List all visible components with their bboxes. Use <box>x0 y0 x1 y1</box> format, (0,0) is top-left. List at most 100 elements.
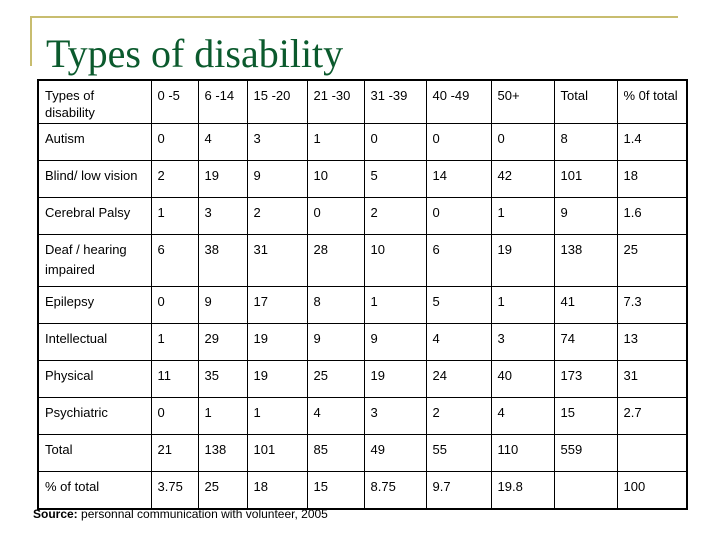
table-cell: 0 <box>363 123 427 161</box>
table-cell: 101 <box>246 434 308 472</box>
row-label-cell: % of total <box>37 471 152 510</box>
table-row: Autism 0 4 3 1 0 0 0 8 1.4 <box>37 123 688 161</box>
row-label-cell: Deaf / hearing impaired <box>37 234 152 287</box>
table-cell: 9 <box>246 160 308 198</box>
table-cell: 42 <box>490 160 555 198</box>
table-cell: 11 <box>150 360 199 398</box>
table-row: Intellectual 1 29 19 9 9 4 3 74 13 <box>37 323 688 361</box>
table-cell: 19 <box>246 360 308 398</box>
table-cell: 21 <box>150 434 199 472</box>
table-cell: 0 <box>150 397 199 435</box>
table-cell: 25 <box>197 471 248 510</box>
table-cell: 19.8 <box>490 471 555 510</box>
table-cell: 18 <box>246 471 308 510</box>
table-cell: 1 <box>197 397 248 435</box>
table-cell: 8.75 <box>363 471 427 510</box>
table-row: Physical 11 35 19 25 19 24 40 173 31 <box>37 360 688 398</box>
row-label-cell: Autism <box>37 123 152 161</box>
table-row: Blind/ low vision 2 19 9 10 5 14 42 101 18 <box>37 160 688 198</box>
table-cell: 15 <box>306 471 365 510</box>
table-cell: 4 <box>490 397 555 435</box>
table-row: Epilepsy 0 9 17 8 1 5 1 41 7.3 <box>37 286 688 324</box>
column-header: 31 -39 <box>363 79 427 124</box>
table-cell: 5 <box>425 286 492 324</box>
table-cell: 25 <box>306 360 365 398</box>
table-cell: 3.75 <box>150 471 199 510</box>
table-cell: 1 <box>490 197 555 235</box>
table-cell: 2.7 <box>616 397 688 435</box>
table-row: Deaf / hearing impaired 6 38 31 28 10 6 19 138 25 <box>37 234 688 287</box>
table-header-row: Types of disability 0 -5 6 -14 15 -20 21 -30… <box>37 79 688 124</box>
table-cell: 19 <box>197 160 248 198</box>
table-cell: 0 <box>150 123 199 161</box>
table-cell: 25 <box>616 234 688 287</box>
table-cell: 18 <box>616 160 688 198</box>
table-cell: 6 <box>425 234 492 287</box>
table-cell: 0 <box>306 197 365 235</box>
source-note: Source: personnal communication with vol… <box>33 507 328 521</box>
table-cell: 9 <box>553 197 618 235</box>
table-cell: 55 <box>425 434 492 472</box>
table-cell: 0 <box>150 286 199 324</box>
table-cell: 3 <box>490 323 555 361</box>
table-cell: 9.7 <box>425 471 492 510</box>
table-row: % of total 3.75 25 18 15 8.75 9.7 19.8 100 <box>37 471 688 510</box>
page-title: Types of disability <box>46 31 344 76</box>
table-cell: 41 <box>553 286 618 324</box>
table-cell: 9 <box>197 286 248 324</box>
table-cell: 19 <box>363 360 427 398</box>
disability-table: Types of disability 0 -5 6 -14 15 -20 21 -30… <box>37 79 688 510</box>
table-cell: 2 <box>150 160 199 198</box>
column-header: 21 -30 <box>306 79 365 124</box>
row-label-cell: Physical <box>37 360 152 398</box>
row-label-cell: Intellectual <box>37 323 152 361</box>
table-cell: 101 <box>553 160 618 198</box>
table-cell: 0 <box>490 123 555 161</box>
source-text: personnal communication with volunteer, … <box>77 507 328 521</box>
table-cell: 1 <box>150 197 199 235</box>
table-cell: 173 <box>553 360 618 398</box>
table-cell: 15 <box>553 397 618 435</box>
table-cell: 9 <box>306 323 365 361</box>
table-cell: 8 <box>306 286 365 324</box>
table-cell: 35 <box>197 360 248 398</box>
table-cell <box>616 434 688 472</box>
table-cell: 1 <box>490 286 555 324</box>
table-cell: 28 <box>306 234 365 287</box>
table-cell: 5 <box>363 160 427 198</box>
column-header: 50+ <box>490 79 555 124</box>
table-cell: 7.3 <box>616 286 688 324</box>
row-label-cell: Blind/ low vision <box>37 160 152 198</box>
table-cell: 24 <box>425 360 492 398</box>
table-cell: 138 <box>197 434 248 472</box>
title-frame-left-line <box>30 16 32 66</box>
table-cell: 3 <box>246 123 308 161</box>
table-cell: 10 <box>306 160 365 198</box>
table-cell: 29 <box>197 323 248 361</box>
table-cell: 1 <box>246 397 308 435</box>
table-cell: 2 <box>363 197 427 235</box>
column-header: 15 -20 <box>246 79 308 124</box>
table-cell: 49 <box>363 434 427 472</box>
column-header: Types of disability <box>37 79 152 124</box>
column-header: 6 -14 <box>197 79 248 124</box>
table-cell: 3 <box>363 397 427 435</box>
table-cell: 85 <box>306 434 365 472</box>
table-cell: 13 <box>616 323 688 361</box>
table-cell: 17 <box>246 286 308 324</box>
table-row: Total 21 138 101 85 49 55 110 559 <box>37 434 688 472</box>
table-cell: 559 <box>553 434 618 472</box>
table-cell: 31 <box>616 360 688 398</box>
table-cell: 8 <box>553 123 618 161</box>
table-cell: 1.6 <box>616 197 688 235</box>
table-cell: 2 <box>246 197 308 235</box>
table-cell: 1 <box>306 123 365 161</box>
table-cell: 0 <box>425 123 492 161</box>
table-cell: 4 <box>306 397 365 435</box>
title-frame-top-line <box>30 16 678 18</box>
table-cell: 6 <box>150 234 199 287</box>
table-cell: 31 <box>246 234 308 287</box>
table-cell: 19 <box>246 323 308 361</box>
table-cell: 4 <box>425 323 492 361</box>
table-cell: 14 <box>425 160 492 198</box>
